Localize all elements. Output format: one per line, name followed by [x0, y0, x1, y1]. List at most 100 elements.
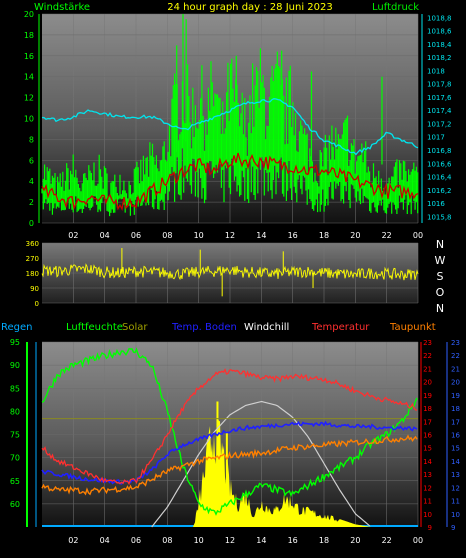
wind-axis-tick: 4: [29, 177, 34, 186]
compass-letter: S: [437, 270, 444, 283]
x-tick-label: 22: [382, 231, 392, 240]
header-center: 24 hour graph day : 28 Juni 2023: [167, 2, 333, 13]
pressure-axis-tick: 1017,8: [427, 81, 452, 89]
x-tick-label: 18: [319, 231, 329, 240]
temperature-axis-tick: 18: [423, 405, 432, 413]
legend: Regen Luftfeuchte Solar Temp. Boden Windchil…: [1, 322, 436, 333]
temperature-axis-tick: 12: [423, 484, 432, 492]
humidity-axis-tick: 65: [10, 477, 20, 486]
x-tick-label: 04: [100, 536, 110, 545]
x-tick-label: 20: [350, 231, 360, 240]
direction-axis-tick: 180: [26, 270, 39, 278]
pressure-axis-tick: 1017,4: [427, 107, 452, 115]
soil-temp-axis-tick: 18: [451, 405, 460, 413]
pressure-axis-tick: 1016,8: [427, 147, 452, 155]
pressure-axis-tick: 1018,6: [427, 28, 452, 36]
temperature-axis-tick: 20: [423, 379, 432, 387]
temperature-axis-tick: 16: [423, 432, 432, 440]
wind-axis-tick: 20: [24, 10, 34, 19]
soil-temp-axis-tick: 13: [451, 471, 460, 479]
dewpoint-line: [41, 434, 418, 496]
humidity-axis-tick: 75: [10, 431, 20, 440]
direction-axis-tick: 270: [26, 255, 39, 263]
compass-letter: W: [435, 254, 446, 267]
soil-temp-axis-tick: 17: [451, 418, 460, 426]
wind-axis-tick: 18: [24, 31, 34, 40]
pressure-axis-tick: 1016,4: [427, 174, 452, 182]
legend-entry: Temperatur: [311, 322, 370, 333]
temperature-axis-tick: 22: [423, 352, 432, 360]
direction-axis-tick: 360: [26, 240, 39, 248]
temperature-axis-tick: 9: [428, 524, 432, 532]
soil-temp-axis-tick: 15: [451, 445, 460, 453]
wind-axis-tick: 2: [29, 198, 34, 207]
x-tick-label: 20: [350, 536, 360, 545]
wind-avg-line: [41, 152, 419, 212]
pressure-line: [41, 98, 419, 156]
pressure-axis-tick: 1016: [427, 200, 445, 208]
wind-axis-tick: 14: [24, 73, 34, 82]
temperature-axis-tick: 23: [423, 339, 432, 347]
soil-temp-axis-tick: 22: [451, 352, 460, 360]
compass-letter: N: [436, 238, 444, 251]
temperature-axis-tick: 15: [423, 445, 432, 453]
humidity-axis-tick: 80: [10, 407, 20, 416]
x-tick-label: 12: [225, 231, 235, 240]
soil-temp-axis-tick: 10: [451, 511, 460, 519]
header-left: Windstärke: [34, 2, 90, 13]
pressure-axis-tick: 1017: [427, 134, 445, 142]
wind-axis-tick: 6: [29, 156, 34, 165]
temperature-axis-tick: 11: [423, 498, 432, 506]
humidity-axis-tick: 95: [10, 338, 20, 347]
x-tick-label: 00: [413, 231, 423, 240]
x-tick-label: 00: [413, 536, 423, 545]
soil-temp-axis-tick: 20: [451, 379, 460, 387]
legend-entry: Regen: [1, 322, 33, 333]
legend-entry: Luftfeuchte: [66, 322, 123, 333]
x-tick-label: 06: [131, 231, 141, 240]
wind-axis-tick: 0: [29, 219, 34, 228]
wind-axis-tick: 8: [29, 135, 34, 144]
humidity-axis-tick: 70: [10, 454, 20, 463]
soil-temp-axis-tick: 12: [451, 484, 460, 492]
direction-axis-tick: 90: [30, 285, 39, 293]
pressure-axis-tick: 1017,2: [427, 120, 452, 128]
x-tick-label: 18: [319, 536, 329, 545]
humidity-line: [41, 347, 418, 516]
x-tick-label: 22: [382, 536, 392, 545]
wind-axis-tick: 10: [24, 115, 34, 124]
soil-temp-axis-tick: 21: [451, 365, 460, 373]
compass-letter: N: [436, 302, 444, 315]
x-tick-label: 06: [131, 536, 141, 545]
x-tick-label: 10: [194, 231, 204, 240]
x-tick-label: 16: [288, 536, 298, 545]
pressure-axis-tick: 1018,2: [427, 54, 452, 62]
soil-temp-axis-tick: 19: [451, 392, 460, 400]
direction-axis-tick: 0: [35, 300, 39, 308]
temperature-axis-tick: 13: [423, 471, 432, 479]
pressure-axis-tick: 1018: [427, 67, 445, 75]
temperature-axis-tick: 17: [423, 418, 432, 426]
pressure-axis-tick: 1016,2: [427, 187, 452, 195]
x-tick-label: 04: [100, 231, 110, 240]
direction-line: [41, 263, 419, 281]
temperature-axis-tick: 19: [423, 392, 432, 400]
legend-entry: Windchill: [244, 322, 289, 333]
x-tick-label: 16: [288, 231, 298, 240]
x-tick-label: 10: [194, 536, 204, 545]
x-tick-label: 14: [256, 536, 266, 545]
temperature-axis-tick: 10: [423, 511, 432, 519]
pressure-axis-tick: 1016,6: [427, 160, 452, 168]
legend-entry: Solar: [122, 322, 148, 333]
header-right: Luftdruck: [372, 2, 419, 13]
legend-entry: Taupunkt: [389, 322, 436, 333]
x-tick-label: 12: [225, 536, 235, 545]
temperature-axis-tick: 14: [423, 458, 432, 466]
compass-letter: O: [436, 286, 445, 299]
pressure-axis-tick: 1017,6: [427, 94, 452, 102]
soil-temp-axis-tick: 11: [451, 498, 460, 506]
plots: 024681012141618201015,810161016,21016,41…: [10, 10, 461, 545]
humidity-axis-tick: 85: [10, 384, 20, 393]
